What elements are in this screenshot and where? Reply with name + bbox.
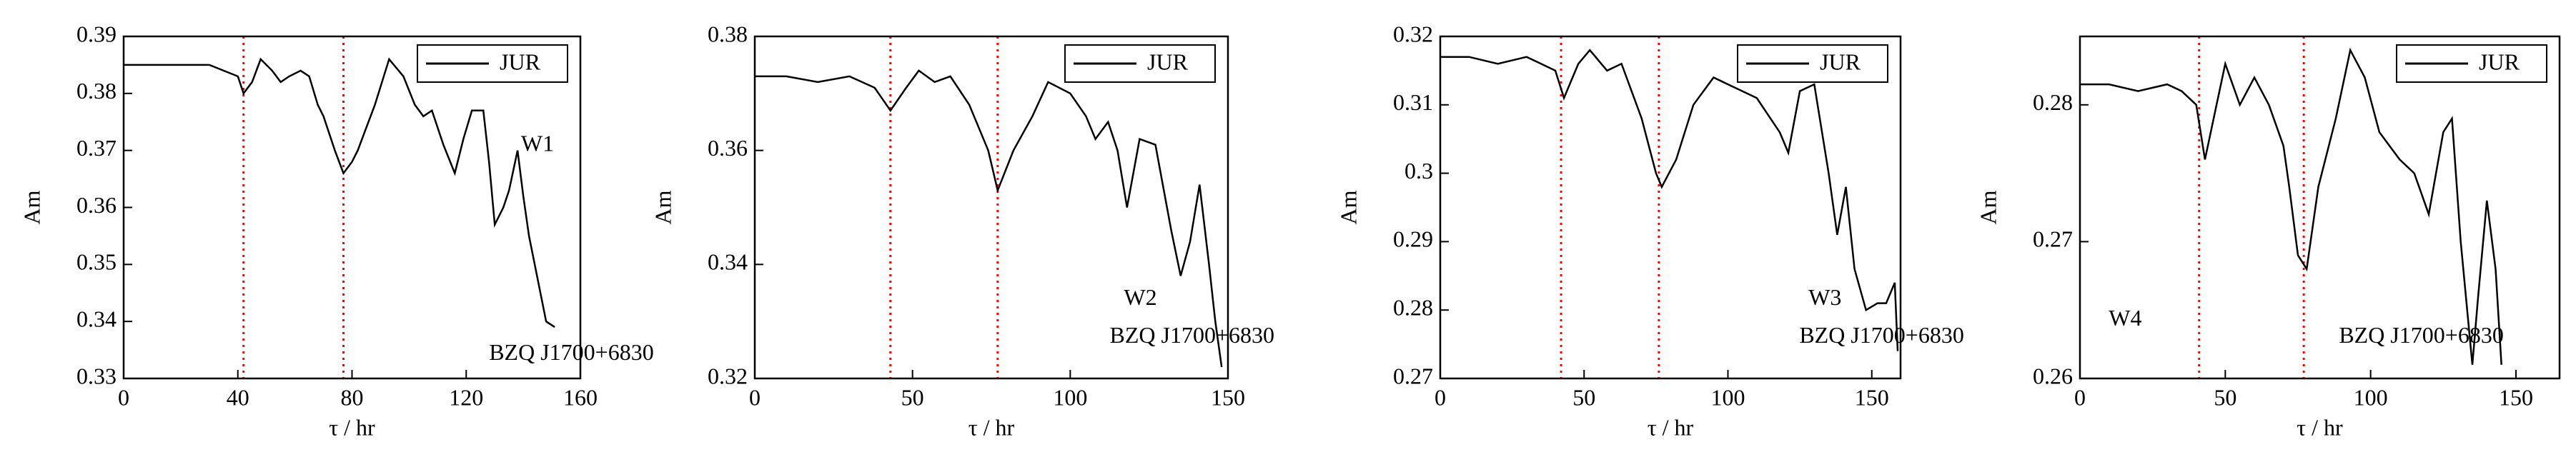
data-line bbox=[2080, 47, 2502, 365]
panel: 0 50 100 150 0.26 0.27 0.28 τ / hr Am W4 BZQ J1700… bbox=[1975, 35, 2561, 440]
annotation: W3 bbox=[1808, 284, 1841, 310]
plot bbox=[755, 36, 1223, 378]
legend-label: JUR bbox=[1820, 49, 1861, 74]
legend-label: JUR bbox=[500, 49, 541, 74]
x-tick-label: 100 bbox=[2354, 384, 2388, 410]
y-tick-label: 0.36 bbox=[708, 135, 748, 161]
y-axis-label: Am bbox=[1975, 190, 2001, 224]
x-tick-label: 150 bbox=[1855, 384, 1889, 410]
x-axis-label: τ / hr bbox=[2297, 414, 2343, 440]
y-tick-label: 0.28 bbox=[2033, 89, 2073, 115]
x-tick-label: 0 bbox=[1435, 384, 1446, 410]
data-line bbox=[1440, 49, 1899, 351]
plot bbox=[2080, 36, 2502, 378]
y-tick-label: 0.27 bbox=[1393, 363, 1433, 388]
annotation: W4 bbox=[2109, 305, 2141, 331]
x-axis-label: τ / hr bbox=[329, 414, 375, 440]
data-line bbox=[755, 69, 1223, 368]
y-tick-label: 0.33 bbox=[76, 363, 117, 388]
panel: 0 50 100 150 0.27 0.28 0.29 0.3 0.31 0.32 τ / hr Am… bbox=[1335, 21, 1963, 440]
x-tick-label: 50 bbox=[1572, 384, 1595, 410]
annotation: BZQ J1700+6830 bbox=[2339, 322, 2504, 348]
y-axis-label: Am bbox=[650, 190, 675, 224]
plot-frame bbox=[753, 35, 1229, 380]
x-tick-label: 160 bbox=[563, 384, 598, 410]
y-tick-label: 0.32 bbox=[708, 363, 748, 388]
y-tick-label: 0.32 bbox=[1393, 21, 1433, 46]
y-tick-label: 0.35 bbox=[76, 249, 117, 275]
x-tick-label: 150 bbox=[2499, 384, 2533, 410]
y-tick-label: 0.37 bbox=[76, 135, 117, 161]
y-tick-label: 0.27 bbox=[2033, 226, 2073, 252]
x-tick-label: 120 bbox=[449, 384, 483, 410]
x-tick-label: 50 bbox=[901, 384, 924, 410]
y-tick-label: 0.36 bbox=[76, 192, 117, 218]
data-line bbox=[124, 57, 555, 328]
y-tick-label: 0.38 bbox=[76, 78, 117, 104]
annotation: BZQ J1700+6830 bbox=[1110, 322, 1275, 348]
panel: 0 50 100 150 0.32 0.34 0.36 0.38 τ / hr Am W2 BZQ J… bbox=[650, 21, 1274, 440]
legend-label: JUR bbox=[1147, 49, 1189, 74]
annotation: BZQ J1700+6830 bbox=[1799, 322, 1964, 348]
y-tick-label: 0.38 bbox=[708, 21, 748, 46]
annotation: W1 bbox=[521, 131, 554, 156]
x-tick-label: 100 bbox=[1053, 384, 1087, 410]
y-tick-label: 0.31 bbox=[1393, 89, 1433, 115]
annotation: W2 bbox=[1124, 284, 1156, 310]
x-tick-label: 0 bbox=[2074, 384, 2086, 410]
plot-frame bbox=[122, 35, 582, 380]
plot-frame bbox=[1439, 35, 1902, 380]
y-axis-label: Am bbox=[1335, 190, 1361, 224]
plot bbox=[1440, 36, 1899, 378]
x-tick-label: 150 bbox=[1211, 384, 1245, 410]
x-tick-label: 80 bbox=[341, 384, 364, 410]
annotation: BZQ J1700+6830 bbox=[489, 339, 654, 365]
x-tick-label: 0 bbox=[118, 384, 129, 410]
y-tick-label: 0.34 bbox=[708, 249, 748, 275]
x-tick-label: 100 bbox=[1711, 384, 1745, 410]
y-tick-label: 0.29 bbox=[1393, 226, 1433, 252]
x-axis-label: τ / hr bbox=[969, 414, 1015, 440]
plot-frame bbox=[2079, 35, 2561, 380]
y-tick-label: 0.3 bbox=[1405, 158, 1433, 184]
panel: 0 40 80 120 160 0.33 0.34 0.35 0.36 0.37 0.38 0.39 τ… bbox=[19, 21, 653, 440]
x-axis-label: τ / hr bbox=[1648, 414, 1694, 440]
y-axis-label: Am bbox=[19, 190, 44, 224]
y-tick-label: 0.39 bbox=[76, 21, 117, 46]
y-tick-label: 0.28 bbox=[1393, 295, 1433, 321]
plot bbox=[124, 36, 555, 378]
y-tick-label: 0.26 bbox=[2033, 363, 2073, 388]
y-tick-label: 0.34 bbox=[76, 306, 117, 332]
x-tick-label: 50 bbox=[2214, 384, 2236, 410]
x-tick-label: 40 bbox=[227, 384, 249, 410]
legend-label: JUR bbox=[2479, 49, 2520, 74]
x-tick-label: 0 bbox=[749, 384, 761, 410]
